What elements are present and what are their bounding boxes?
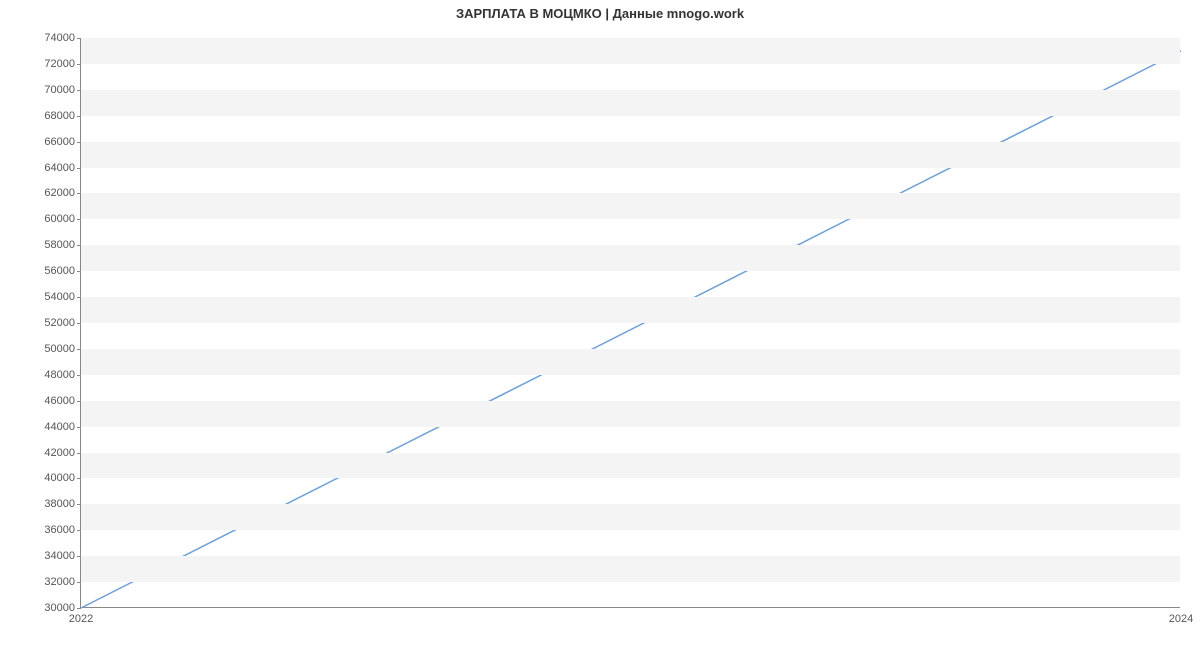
y-tick-label: 40000 [44,472,81,484]
grid-band [81,193,1180,219]
y-tick-mark [77,582,81,583]
grid-band [81,453,1180,479]
y-tick-label: 34000 [44,550,81,562]
y-tick-label: 32000 [44,576,81,588]
grid-band [81,271,1180,297]
y-tick-mark [77,271,81,272]
grid-band [81,375,1180,401]
y-tick-label: 44000 [44,421,81,433]
y-tick-mark [77,219,81,220]
grid-band [81,219,1180,245]
y-tick-mark [77,349,81,350]
y-tick-mark [77,478,81,479]
grid-band [81,530,1180,556]
y-tick-label: 72000 [44,58,81,70]
grid-band [81,297,1180,323]
y-tick-label: 48000 [44,369,81,381]
grid-band [81,427,1180,453]
x-tick-label: 2022 [69,607,93,625]
y-tick-mark [77,168,81,169]
y-tick-mark [77,245,81,246]
y-tick-mark [77,401,81,402]
grid-band [81,401,1180,427]
grid-band [81,323,1180,349]
y-tick-mark [77,323,81,324]
y-tick-label: 70000 [44,84,81,96]
y-tick-label: 66000 [44,136,81,148]
grid-band [81,90,1180,116]
grid-band [81,245,1180,271]
x-tick-label: 2024 [1169,607,1193,625]
y-tick-mark [77,116,81,117]
y-tick-mark [77,504,81,505]
y-tick-label: 62000 [44,187,81,199]
y-tick-mark [77,38,81,39]
y-tick-label: 58000 [44,239,81,251]
y-tick-label: 56000 [44,265,81,277]
y-tick-label: 54000 [44,291,81,303]
y-tick-mark [77,530,81,531]
y-tick-mark [77,556,81,557]
chart-title: ЗАРПЛАТА В МОЦМКО | Данные mnogo.work [0,6,1200,21]
plot-area: 3000032000340003600038000400004200044000… [80,38,1180,608]
y-tick-label: 38000 [44,498,81,510]
y-tick-label: 60000 [44,213,81,225]
y-tick-label: 36000 [44,524,81,536]
y-tick-label: 42000 [44,447,81,459]
grid-band [81,556,1180,582]
y-tick-mark [77,375,81,376]
y-tick-mark [77,297,81,298]
y-tick-label: 68000 [44,110,81,122]
grid-band [81,478,1180,504]
y-tick-mark [77,90,81,91]
y-tick-mark [77,427,81,428]
grid-band [81,168,1180,194]
y-tick-mark [77,142,81,143]
grid-band [81,142,1180,168]
grid-band [81,116,1180,142]
y-tick-mark [77,453,81,454]
grid-band [81,349,1180,375]
y-tick-label: 52000 [44,317,81,329]
y-tick-label: 46000 [44,395,81,407]
grid-band [81,582,1180,608]
grid-band [81,38,1180,64]
y-tick-mark [77,193,81,194]
grid-band [81,64,1180,90]
y-tick-mark [77,64,81,65]
grid-band [81,504,1180,530]
y-tick-label: 74000 [44,32,81,44]
salary-chart: ЗАРПЛАТА В МОЦМКО | Данные mnogo.work 30… [0,0,1200,650]
y-tick-label: 64000 [44,162,81,174]
y-tick-label: 50000 [44,343,81,355]
